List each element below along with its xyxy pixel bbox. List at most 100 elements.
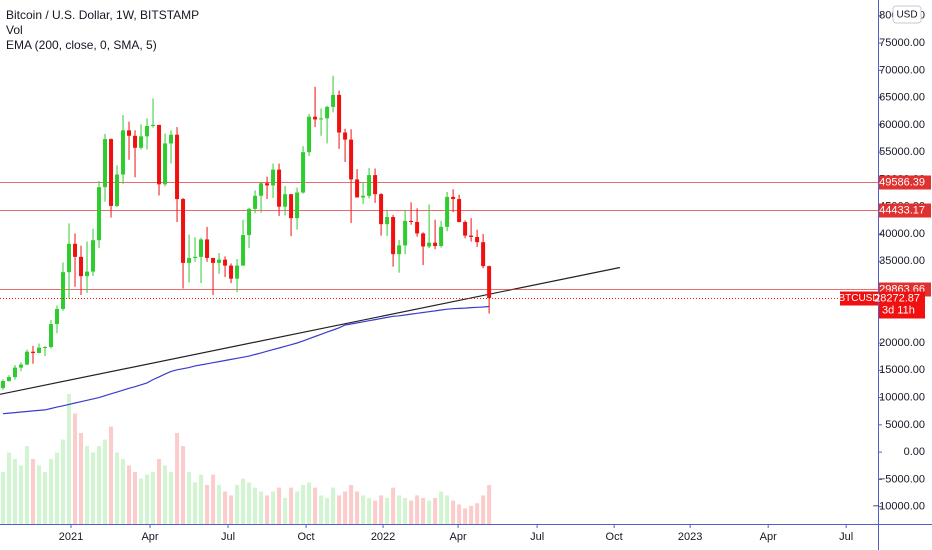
candle-body	[43, 347, 48, 349]
volume-bar	[271, 491, 276, 524]
y-tick-label: 70000.00	[879, 64, 925, 76]
candle-body	[331, 94, 336, 107]
x-tick-label: Oct	[298, 531, 315, 543]
candle-body	[319, 118, 324, 120]
candle-body	[1, 381, 6, 389]
volume-bar	[19, 465, 24, 524]
candle-body	[145, 125, 150, 137]
candle-body	[379, 194, 384, 225]
volume-bar	[475, 503, 480, 524]
price-layer	[0, 75, 878, 415]
x-tick-label: Apr	[450, 531, 467, 543]
last-price-label: 28272.87	[874, 292, 920, 304]
candle-body	[55, 308, 60, 325]
chart-title: Bitcoin / U.S. Dollar, 1W, BITSTAMP	[6, 8, 199, 22]
y-tick-label: −5000.00	[879, 473, 925, 485]
volume-bar	[103, 439, 108, 524]
volume-bar	[193, 482, 198, 524]
y-tick-label: 60000.00	[879, 119, 925, 131]
volume-bar	[361, 495, 366, 524]
volume-bar	[451, 500, 456, 524]
candle-body	[241, 235, 246, 266]
volume-bar	[25, 446, 30, 524]
volume-bar	[205, 485, 210, 524]
volume-bar	[61, 439, 66, 524]
volume-bar	[439, 491, 444, 524]
candle-body	[205, 239, 210, 258]
countdown-label: 3d 11h	[882, 304, 915, 316]
candle-body	[355, 179, 360, 198]
candle-body	[7, 377, 12, 382]
candle-body	[421, 233, 426, 247]
candle-body	[31, 351, 36, 353]
candle-body	[295, 192, 300, 219]
y-tick-label: 35000.00	[879, 255, 925, 267]
volume-bar	[463, 508, 468, 524]
currency-button[interactable]	[892, 5, 922, 24]
level-label: 49586.39	[879, 176, 925, 188]
candle-body	[199, 239, 204, 257]
volume-bar	[433, 498, 438, 524]
candle-body	[337, 94, 342, 133]
x-tick-label: Apr	[760, 531, 777, 543]
volume-bar	[187, 472, 192, 524]
y-tick-label: 5000.00	[885, 419, 925, 431]
x-tick-label: 2022	[371, 531, 395, 543]
volume-bar	[223, 491, 228, 524]
candle-body	[439, 226, 444, 246]
volume-bar	[445, 495, 450, 524]
y-tick-label: −10000.00	[873, 501, 925, 513]
candle-body	[415, 221, 420, 234]
candle-body	[481, 242, 486, 267]
volume-bar	[1, 472, 6, 524]
volume-bar	[31, 459, 36, 524]
level-label-box	[879, 175, 931, 190]
symbol-box	[840, 291, 878, 306]
candle-body	[433, 242, 438, 246]
candle-body	[325, 106, 330, 119]
volume-bar	[481, 495, 486, 524]
volume-bar	[325, 498, 330, 524]
x-tick-label: Jul	[221, 531, 235, 543]
candle-body	[229, 265, 234, 279]
candle-body	[463, 221, 468, 236]
volume-bar	[421, 498, 426, 524]
volume-bar	[247, 482, 252, 524]
candle-body	[283, 194, 288, 207]
volume-bar	[211, 474, 216, 524]
ema-legend: EMA (200, close, 0, SMA, 5)	[6, 38, 157, 52]
candle-body	[151, 124, 156, 126]
volume-bar	[373, 500, 378, 524]
volume-bar	[319, 495, 324, 524]
volume-bar	[241, 478, 246, 524]
volume-bar	[349, 485, 354, 524]
candle-body	[121, 130, 126, 175]
candle-body	[457, 199, 462, 222]
x-tick-label: 2021	[59, 531, 83, 543]
volume-bar	[265, 495, 270, 524]
candle-body	[271, 169, 276, 186]
volume-bar	[121, 459, 126, 524]
y-tick-label: 75000.00	[879, 37, 925, 49]
y-tick-label: 10000.00	[879, 391, 925, 403]
volume-bar	[391, 487, 396, 524]
candle-body	[247, 208, 252, 236]
candle-body	[475, 236, 480, 243]
candle-body	[403, 220, 408, 246]
volume-bar	[469, 505, 474, 524]
candle-body	[265, 183, 270, 186]
level-label: 44433.17	[879, 204, 925, 216]
currency-button-label[interactable]: USD	[896, 10, 917, 21]
volume-bar	[277, 487, 282, 524]
candle-body	[367, 175, 372, 196]
volume-bar	[109, 426, 114, 524]
candle-body	[223, 259, 228, 266]
candle-body	[253, 195, 258, 209]
candle-body	[61, 272, 66, 309]
volume-bar	[73, 413, 78, 524]
volume-legend: Vol	[6, 23, 23, 37]
volume-bar	[55, 452, 60, 524]
candle-body	[97, 187, 102, 241]
candle-body	[19, 364, 24, 368]
y-tick-label: 20000.00	[879, 337, 925, 349]
